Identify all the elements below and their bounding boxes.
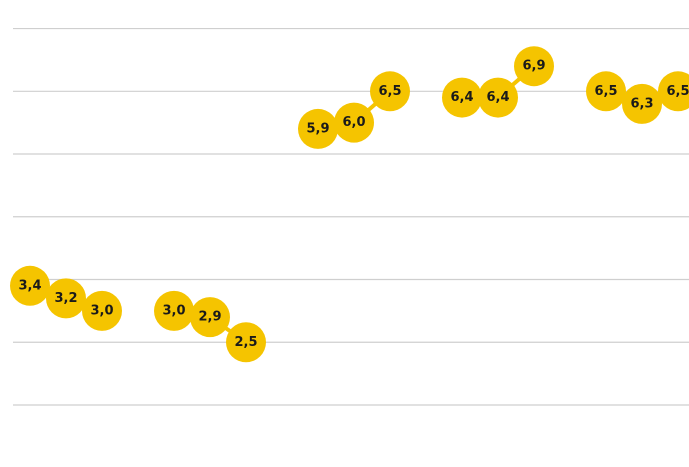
data-point: 2,5 bbox=[226, 322, 266, 363]
point-marker bbox=[298, 108, 338, 149]
data-point: 6,3 bbox=[622, 83, 662, 124]
point-marker bbox=[478, 77, 518, 118]
point-marker bbox=[46, 278, 86, 319]
data-point: 3,2 bbox=[46, 278, 86, 319]
data-point: 6,5 bbox=[370, 71, 410, 112]
point-marker bbox=[442, 77, 482, 118]
point-marker bbox=[514, 46, 554, 87]
data-label: 5,9 bbox=[306, 121, 329, 136]
data-label: 6,5 bbox=[666, 84, 689, 99]
data-point: 5,9 bbox=[298, 108, 338, 149]
data-label: 6,3 bbox=[630, 96, 653, 111]
data-point: 6,4 bbox=[478, 77, 518, 118]
point-marker bbox=[370, 71, 410, 112]
data-label: 3,0 bbox=[162, 303, 185, 318]
point-marker bbox=[658, 71, 689, 112]
point-marker bbox=[10, 265, 50, 306]
data-point: 6,0 bbox=[334, 102, 374, 143]
data-point: 3,4 bbox=[10, 265, 50, 306]
data-point: 3,0 bbox=[154, 290, 194, 331]
data-point: 2,9 bbox=[190, 297, 230, 338]
data-label: 6,4 bbox=[486, 90, 509, 105]
point-marker bbox=[154, 290, 194, 331]
data-label: 3,0 bbox=[90, 303, 113, 318]
data-label: 3,2 bbox=[54, 291, 77, 306]
point-marker bbox=[190, 297, 230, 338]
data-point: 3,0 bbox=[82, 290, 122, 331]
data-label: 2,5 bbox=[234, 335, 257, 350]
data-label: 3,4 bbox=[18, 278, 41, 293]
data-points: 3,4 3,2 3,0 3,0 2,9 2,5 5,9 6,0 6,5 6,4 6,4 6,9 6,5 6… bbox=[10, 46, 689, 363]
point-marker bbox=[226, 322, 266, 363]
point-marker bbox=[82, 290, 122, 331]
data-label: 6,9 bbox=[522, 59, 545, 74]
point-marker bbox=[586, 71, 626, 112]
data-label: 6,0 bbox=[342, 115, 365, 130]
gridlines bbox=[13, 27, 689, 406]
data-point: 6,9 bbox=[514, 46, 554, 87]
data-label: 6,4 bbox=[450, 90, 473, 105]
data-point: 6,5 bbox=[658, 71, 689, 112]
point-marker bbox=[622, 83, 662, 124]
data-label: 6,5 bbox=[378, 84, 401, 99]
data-point: 6,5 bbox=[586, 71, 626, 112]
data-point: 6,4 bbox=[442, 77, 482, 118]
point-marker bbox=[334, 102, 374, 143]
data-label: 6,5 bbox=[594, 84, 617, 99]
data-label: 2,9 bbox=[198, 310, 221, 325]
